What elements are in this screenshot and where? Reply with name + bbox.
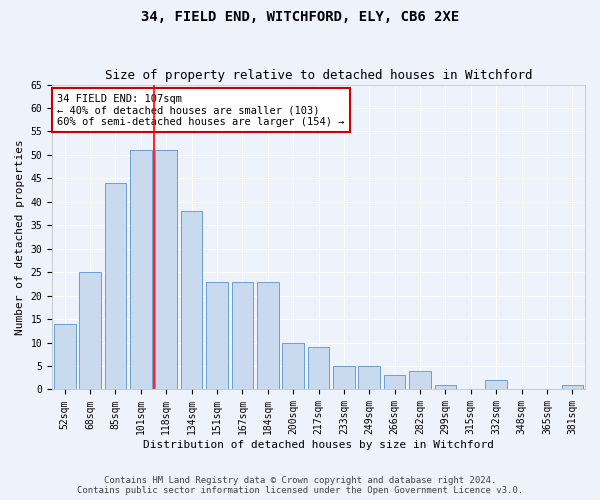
Bar: [384, 376, 406, 390]
Bar: [104, 183, 126, 390]
Bar: [130, 150, 152, 390]
Y-axis label: Number of detached properties: Number of detached properties: [15, 139, 25, 335]
Bar: [79, 272, 101, 390]
Text: Contains HM Land Registry data © Crown copyright and database right 2024.
Contai: Contains HM Land Registry data © Crown c…: [77, 476, 523, 495]
Bar: [206, 282, 228, 390]
Bar: [54, 324, 76, 390]
X-axis label: Distribution of detached houses by size in Witchford: Distribution of detached houses by size …: [143, 440, 494, 450]
Bar: [257, 282, 278, 390]
Bar: [232, 282, 253, 390]
Bar: [434, 385, 456, 390]
Bar: [308, 348, 329, 390]
Bar: [155, 150, 177, 390]
Bar: [562, 385, 583, 390]
Text: 34 FIELD END: 107sqm
← 40% of detached houses are smaller (103)
60% of semi-deta: 34 FIELD END: 107sqm ← 40% of detached h…: [58, 94, 345, 127]
Bar: [181, 211, 202, 390]
Bar: [409, 370, 431, 390]
Text: 34, FIELD END, WITCHFORD, ELY, CB6 2XE: 34, FIELD END, WITCHFORD, ELY, CB6 2XE: [141, 10, 459, 24]
Bar: [283, 342, 304, 390]
Bar: [333, 366, 355, 390]
Bar: [358, 366, 380, 390]
Title: Size of property relative to detached houses in Witchford: Size of property relative to detached ho…: [105, 69, 532, 82]
Bar: [485, 380, 507, 390]
